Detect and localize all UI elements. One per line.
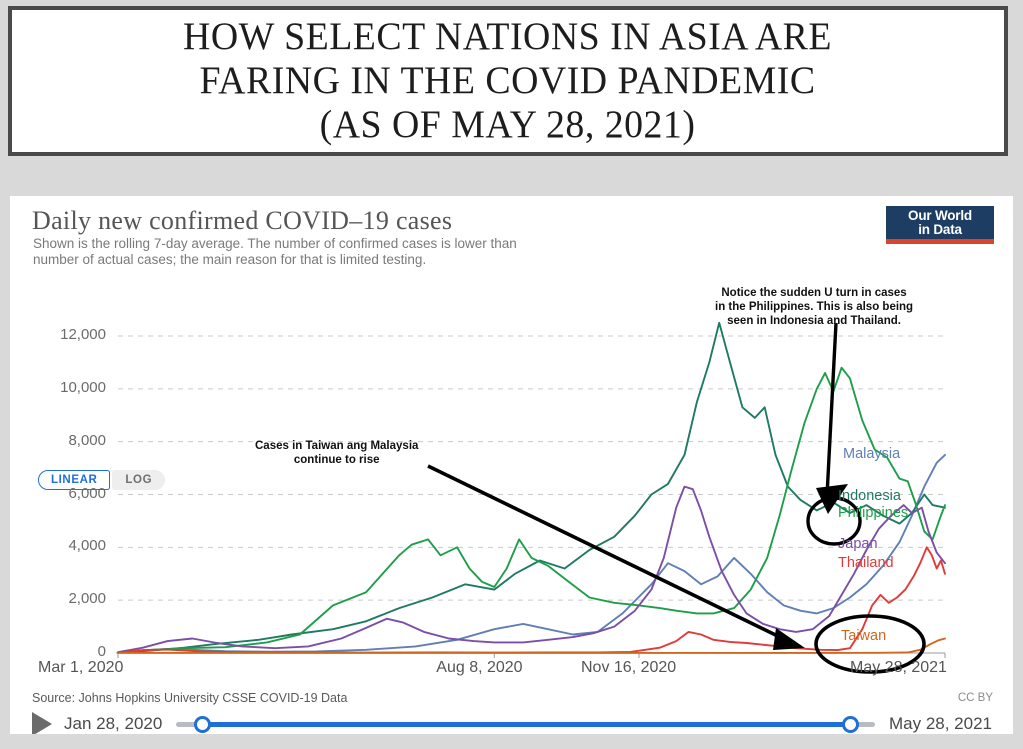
license-note: CC BY xyxy=(957,692,993,704)
y-axis-tick-label: 6,000 xyxy=(68,484,106,502)
slide-title-line-2: FARING IN THE COVID PANDEMIC xyxy=(199,59,817,103)
y-axis-tick-label: 0 xyxy=(97,643,106,660)
series-label-japan: Japan xyxy=(838,536,878,552)
y-axis-tick-label: 12,000 xyxy=(60,326,106,343)
x-axis-tick-label: Mar 1, 2020 xyxy=(38,659,124,676)
owid-logo-line-2: in Data xyxy=(918,221,962,237)
y-axis-tick-label: 10,000 xyxy=(60,378,106,396)
annotation-line: Notice the sudden U turn in cases xyxy=(721,287,907,299)
y-axis-tick-label: 2,000 xyxy=(68,590,106,608)
owid-logo-text: Our World in Data xyxy=(886,206,994,239)
play-icon[interactable] xyxy=(32,712,52,734)
slide-title: HOW SELECT NATIONS IN ASIA ARE FARING IN… xyxy=(184,15,833,146)
x-axis-tick-label: May 28, 2021 xyxy=(850,659,947,676)
scale-toggle-log[interactable]: LOG xyxy=(112,470,166,490)
chart-subtitle-line-2: number of actual cases; the main reason … xyxy=(33,252,427,268)
range-start-label: Jan 28, 2020 xyxy=(64,714,163,733)
time-range-slider[interactable] xyxy=(176,714,875,734)
range-end-label: May 28, 2021 xyxy=(888,714,992,733)
chart-panel: Daily new confirmed COVID–19 cases Shown… xyxy=(10,196,1013,734)
owid-logo-line-1: Our World xyxy=(908,208,972,223)
plot-area xyxy=(10,196,1013,734)
time-controls: Jan 28, 2020 May 28, 2021 xyxy=(32,711,992,734)
chart-title: Daily new confirmed COVID–19 cases xyxy=(32,206,453,235)
slider-handle-start[interactable] xyxy=(194,715,212,733)
slide-title-line-3: (AS OF MAY 28, 2021) xyxy=(320,102,696,146)
annotation-line: in the Philippines. This is also being xyxy=(715,301,914,314)
slider-selected-range xyxy=(202,721,851,727)
series-label-philippines: Philippines xyxy=(838,505,909,521)
owid-logo-red-bar xyxy=(886,238,994,244)
annotation-line: Cases in Taiwan ang Malaysia xyxy=(255,440,419,452)
annotation-line: continue to rise xyxy=(293,454,380,467)
chart-subtitle-line-1: Shown is the rolling 7-day average. The … xyxy=(33,236,517,251)
x-axis-tick-label: Nov 16, 2020 xyxy=(581,659,677,676)
slider-handle-end[interactable] xyxy=(841,715,859,733)
plot-svg xyxy=(116,321,946,674)
our-world-in-data-logo[interactable]: Our World in Data xyxy=(886,206,994,244)
series-label-malaysia: Malaysia xyxy=(843,446,901,462)
series-label-indonesia: Indonesia xyxy=(838,488,901,504)
slide-title-line-1: HOW SELECT NATIONS IN ASIA ARE xyxy=(183,15,833,59)
source-note: Source: Johns Hopkins University CSSE CO… xyxy=(32,691,348,705)
annotation-line: seen in Indonesia and Thailand. xyxy=(727,315,901,328)
x-axis-tick-label: Aug 8, 2020 xyxy=(436,659,523,676)
y-axis-tick-label: 4,000 xyxy=(68,537,106,555)
annotation-philippines-u-turn: Notice the sudden U turn in cases in the … xyxy=(715,286,913,328)
y-axis-tick-label: 8,000 xyxy=(68,431,106,449)
series-label-taiwan: Taiwan xyxy=(841,628,887,644)
slide-title-box: HOW SELECT NATIONS IN ASIA ARE FARING IN… xyxy=(8,6,1008,156)
scale-toggle-linear[interactable]: LINEAR xyxy=(38,470,111,490)
annotation-taiwan-malaysia-rise: Cases in Taiwan ang Malaysia continue to … xyxy=(255,439,418,467)
scale-toggle[interactable]: LINEAR LOG xyxy=(38,470,166,490)
series-label-thailand: Thailand xyxy=(838,555,894,571)
chart-subtitle: Shown is the rolling 7-day average. The … xyxy=(33,236,823,269)
